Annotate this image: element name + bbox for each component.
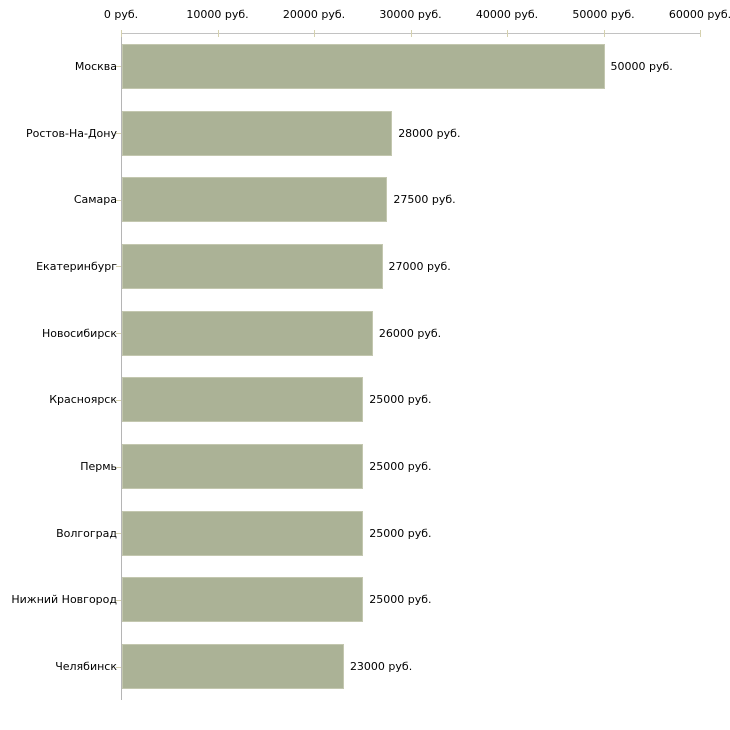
x-axis-tick-label: 30000 руб.: [379, 8, 442, 21]
x-axis-tick-mark: [700, 30, 701, 37]
y-axis-line: [121, 33, 122, 700]
y-axis-tick-mark: [116, 467, 121, 468]
category-label: Ростов-На-Дону: [25, 126, 117, 140]
bar-1: [122, 43, 605, 89]
x-axis-tick-label: 0 руб.: [103, 8, 139, 21]
category-label: Волгоград: [56, 526, 117, 540]
value-label: 25000 руб.: [369, 460, 432, 474]
category-label: Челябинск: [55, 660, 117, 674]
value-label: 25000 руб.: [369, 593, 432, 607]
bar-8: [122, 510, 364, 556]
x-axis-tick-label: 40000 руб.: [475, 8, 539, 21]
x-axis-tick-mark: [603, 30, 605, 37]
y-axis-tick-mark: [116, 133, 121, 134]
bar-5: [122, 310, 373, 356]
category-label: Москва: [74, 59, 117, 73]
x-axis-tick-label: 20000 руб.: [282, 8, 346, 21]
x-axis-tick-label: 60000 руб.: [668, 8, 730, 21]
category-label: Пермь: [80, 460, 117, 474]
y-axis-tick-mark: [116, 266, 121, 267]
x-axis-tick-mark: [217, 30, 219, 37]
y-axis-tick-mark: [116, 66, 121, 67]
category-label: Красноярск: [49, 393, 117, 407]
x-axis-tick-label: 50000 руб.: [572, 8, 635, 21]
bar-3: [122, 177, 388, 223]
bar-10: [122, 644, 344, 690]
x-axis-tick-mark: [410, 30, 412, 37]
bar-6: [122, 377, 364, 423]
bar-9: [122, 577, 364, 623]
value-label: 27500 руб.: [393, 193, 456, 207]
value-label: 50000 руб.: [610, 59, 673, 73]
x-axis-tick-mark: [121, 30, 122, 37]
value-label: 23000 руб.: [349, 660, 413, 674]
bar-2: [122, 110, 393, 156]
bar-7: [122, 444, 364, 490]
category-label: Нижний Новгород: [11, 593, 117, 607]
value-label: 25000 руб.: [369, 393, 432, 407]
y-axis-tick-mark: [116, 200, 121, 201]
bar-4: [122, 243, 383, 289]
y-axis-tick-mark: [116, 600, 121, 601]
category-label: Новосибирск: [41, 326, 117, 340]
y-axis-tick-mark: [116, 400, 121, 401]
y-axis-tick-mark: [116, 333, 121, 334]
category-label: Екатеринбург: [36, 259, 117, 273]
value-label: 28000 руб.: [398, 126, 461, 140]
category-label: Самара: [73, 193, 117, 207]
y-axis-tick-mark: [116, 533, 121, 534]
y-axis-tick-mark: [116, 667, 121, 668]
x-axis-tick-mark: [314, 30, 315, 37]
value-label: 26000 руб.: [378, 326, 442, 340]
value-label: 25000 руб.: [369, 526, 432, 540]
x-axis-tick-label: 10000 руб.: [186, 8, 249, 21]
value-label: 27000 руб.: [388, 259, 451, 273]
x-axis-tick-mark: [507, 30, 508, 37]
